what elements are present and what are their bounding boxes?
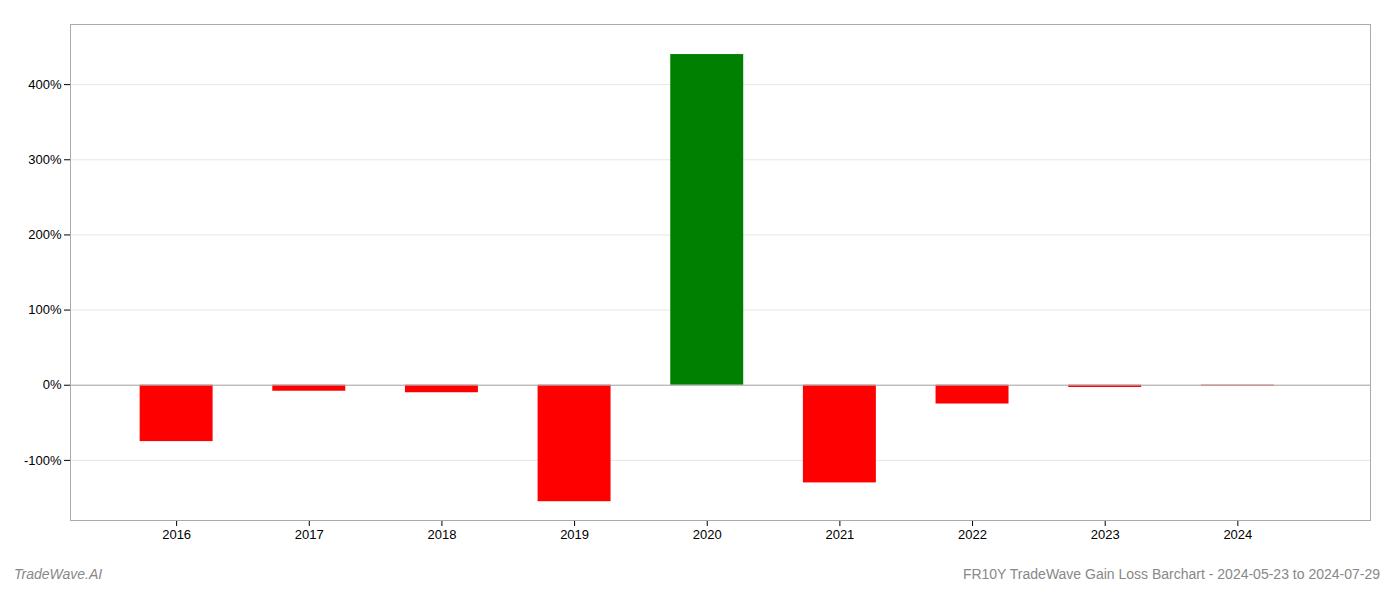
html-text:FR10Y TradeWave Gain Loss Barc: FR10Y TradeWave Gain Loss Barchart - 202… <box>962 566 1380 582</box>
svg-text:2021: 2021 <box>825 527 854 542</box>
svg-text:2024: 2024 <box>1223 527 1252 542</box>
svg-text:200%: 200% <box>28 227 62 242</box>
svg-text:2019: 2019 <box>560 527 589 542</box>
svg-text:0%: 0% <box>43 377 62 392</box>
svg-text:100%: 100% <box>28 302 62 317</box>
svg-text:2022: 2022 <box>958 527 987 542</box>
svg-text:2020: 2020 <box>693 527 722 542</box>
svg-text:-100%: -100% <box>24 453 62 468</box>
svg-text:2016: 2016 <box>162 527 191 542</box>
svg-text:2018: 2018 <box>427 527 456 542</box>
svg-text:400%: 400% <box>28 77 62 92</box>
svg-text:2023: 2023 <box>1091 527 1120 542</box>
html-text:TradeWave.AI: TradeWave.AI <box>14 566 103 582</box>
svg-text:300%: 300% <box>28 152 62 167</box>
svg-text:2017: 2017 <box>295 527 324 542</box>
